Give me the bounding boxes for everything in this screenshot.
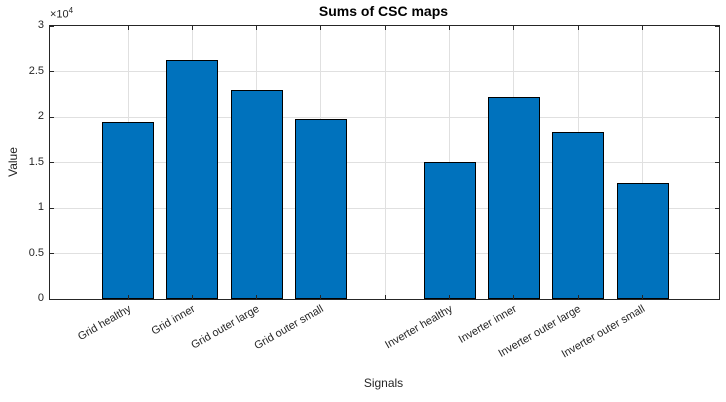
y-tick-mark [715,207,719,209]
horizontal-gridline [50,253,719,254]
y-tick-mark [715,162,719,163]
bar [294,119,347,299]
x-tick-label: Inverter outer small [412,303,648,360]
plot-area [49,25,720,300]
bar [487,97,540,299]
x-tick-mark [191,26,193,30]
x-tick-mark [320,295,322,299]
y-axis-exponent-label: ×104 [50,6,73,21]
bar [616,183,669,299]
x-tick-mark [449,26,451,30]
bar [230,90,283,299]
bar [102,122,154,299]
y-tick-mark [50,253,54,254]
x-tick-mark [127,26,129,30]
y-tick-mark [50,71,54,72]
x-tick-mark [513,26,515,30]
x-tick-mark [127,295,129,299]
x-tick-mark [642,26,644,30]
x-tick-mark [449,295,451,299]
x-tick-mark [256,295,258,299]
x-tick-mark [191,295,193,299]
y-tick-mark [50,162,54,163]
horizontal-gridline [50,116,719,118]
bar [423,162,476,299]
bar [166,60,219,299]
x-tick-mark [320,26,322,30]
x-tick-mark [513,295,515,299]
y-tick-mark [715,25,719,27]
y-tick-label: 1.5 [28,155,44,168]
y-tick-label: 3 [37,19,44,31]
y-tick-mark [715,71,719,72]
bar [552,132,605,299]
x-tick-mark [577,26,579,30]
x-tick-mark [642,295,644,299]
x-axis-label: Signals [363,376,404,390]
y-tick-mark [50,207,54,209]
y-tick-label: 2 [37,110,44,122]
horizontal-gridline [50,71,719,72]
horizontal-gridline [50,162,719,163]
x-tick-label-text: Inverter outer small [560,303,648,361]
y-tick-mark [50,298,54,300]
y-tick-label: 1 [37,201,44,213]
x-tick-mark [384,295,386,299]
y-tick-label: 0.5 [28,246,44,259]
x-tick-mark [384,26,386,30]
exponent-power: 4 [68,6,74,15]
horizontal-gridline [50,207,719,209]
chart-title: Sums of CSC maps [318,3,449,19]
y-tick-mark [715,253,719,254]
x-tick-mark [577,295,579,299]
exponent-base: ×10 [50,8,69,21]
y-tick-label: 2.5 [28,64,44,77]
x-tick-mark [256,26,258,30]
y-tick-mark [50,116,54,118]
y-tick-mark [715,298,719,300]
y-tick-mark [715,116,719,118]
y-tick-label: 0 [37,292,44,304]
y-tick-mark [50,25,54,27]
